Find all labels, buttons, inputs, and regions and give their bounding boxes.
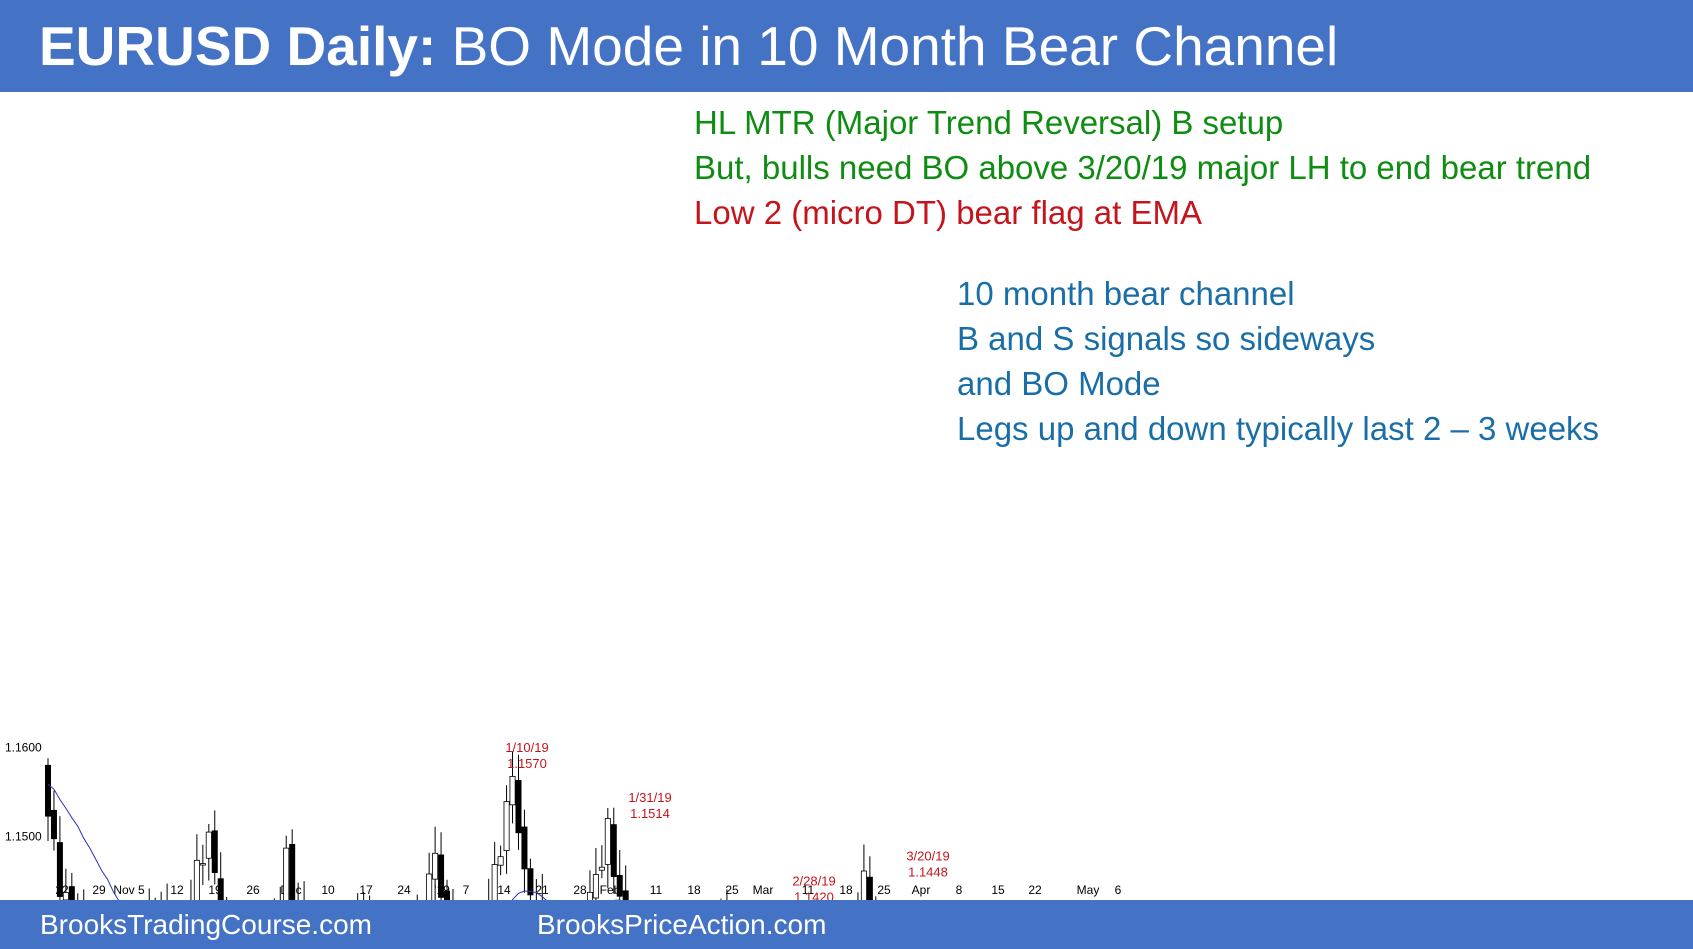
x-tick-label-17: 18 [687,883,701,897]
title-subtitle: BO Mode in 10 Month Bear Channel [436,15,1339,77]
price-annotations: 1/10/191.1570 1/31/191.1514 2/28/191.1420 3… [505,740,949,900]
candle-body-29 [217,878,224,900]
x-tick-label-9: 24 [397,883,411,897]
candle-body-40 [283,847,290,900]
candle-body-81 [527,868,534,896]
x-tick-label-15: Feb [600,883,621,897]
x-tick-label-3: 12 [170,883,184,897]
title-banner [0,0,1693,92]
candlesticks [45,751,877,900]
candle-body-76 [497,856,504,866]
note-legs: Legs up and down typically last 2 – 3 we… [957,410,1600,447]
x-tick-label-20: 11 [802,883,815,897]
candle-body-78 [509,776,516,806]
x-tick-label-1: 29 [92,883,106,897]
candle-body-1 [50,809,57,840]
x-tick-label-19: Mar [753,883,774,897]
annotation-date-0: 1/10/19 [505,740,548,755]
x-tick-label-24: 8 [956,883,963,897]
candle-body-28 [211,830,218,873]
candle-body-25 [193,859,200,900]
x-tick-label-11: 7 [463,883,470,897]
note-bo-mode: and BO Mode [957,365,1161,402]
candle-body-41 [289,844,296,900]
candle-body-79 [515,780,522,834]
candle-body-137 [860,870,867,900]
candle-body-138 [866,876,873,900]
footer-banner [0,900,1693,949]
annotation-date-3: 3/20/19 [906,848,949,863]
note-bulls-need-bo: But, bulls need BO above 3/20/19 major L… [694,149,1592,186]
note-b-and-s-signals: B and S signals so sideways [957,320,1376,357]
candle-body-2 [56,842,63,897]
y-tick-label-1: 1.1500 [5,829,42,843]
candle-body-94 [604,818,611,865]
x-tick-label-7: 10 [321,883,335,897]
candle-body-66 [438,854,445,898]
x-tick-label-26: 22 [1028,883,1042,897]
x-tick-label-21: 18 [839,883,853,897]
candle-body-65 [432,852,439,880]
candle-body-96 [616,875,623,897]
y-tick-label-0: 1.1600 [5,741,42,755]
candle-body-3 [62,892,69,900]
candle-body-92 [592,874,599,899]
x-tick-label-5: 26 [246,883,260,897]
candle-body-93 [598,866,605,871]
annotation-price-1: 1.1514 [630,806,670,821]
candle-body-26 [199,863,206,866]
note-low-2: Low 2 (micro DT) bear flag at EMA [694,194,1202,231]
candle-body-27 [205,831,212,859]
footer-site-left: BrooksTradingCourse.com [40,909,372,940]
candle-body-64 [426,873,433,900]
annotation-date-2: 2/28/19 [792,873,835,888]
candle-body-95 [610,824,617,878]
annotation-price-3: 1.1448 [908,864,948,879]
note-bear-channel: 10 month bear channel [957,275,1295,312]
annotation-date-1: 1/31/19 [628,790,671,805]
x-tick-label-25: 15 [991,883,1005,897]
x-tick-label-16: 11 [650,883,663,897]
candle-body-91 [586,891,593,900]
candle-body-97 [622,890,629,900]
candle-body-77 [503,801,510,852]
candle-body-67 [444,890,451,900]
note-hl-mtr: HL MTR (Major Trend Reversal) B setup [694,104,1284,141]
x-tick-label-28: 6 [1115,883,1122,897]
annotation-price-0: 1.1570 [507,756,547,771]
annotation-price-2: 1.1420 [794,889,834,900]
x-tick-label-27: May [1077,883,1100,897]
x-axis: 2229Nov 5121926Dec101724'197142128Feb111… [55,883,1121,897]
candle-body-75 [491,864,498,900]
x-tick-label-8: 17 [359,883,373,897]
footer-site-right: BrooksPriceAction.com [537,909,827,940]
x-tick-label-12: 14 [497,883,511,897]
candle-body-80 [521,826,528,870]
candle-body-0 [45,764,52,817]
x-tick-label-2: Nov 5 [113,883,145,897]
title-instrument: EURUSD Daily: [39,15,437,77]
x-tick-label-22: 25 [877,883,891,897]
page-title: EURUSD Daily: BO Mode in 10 Month Bear C… [39,10,1338,82]
x-tick-label-23: Apr [912,883,931,897]
candle-body-4 [68,886,75,900]
x-tick-label-18: 25 [725,883,739,897]
x-tick-label-14: 28 [573,883,587,897]
